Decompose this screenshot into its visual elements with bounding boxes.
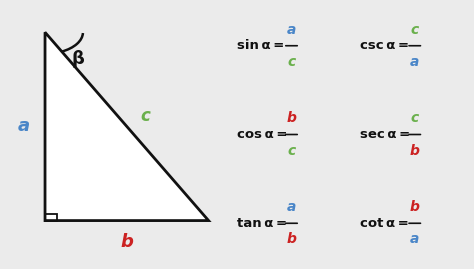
Text: a: a bbox=[18, 118, 30, 135]
Text: a: a bbox=[287, 200, 296, 214]
Text: α: α bbox=[167, 197, 179, 215]
Text: c: c bbox=[410, 111, 419, 125]
Text: csc α =: csc α = bbox=[360, 39, 409, 52]
Text: cot α =: cot α = bbox=[360, 217, 409, 230]
Text: c: c bbox=[287, 144, 296, 158]
Text: cos α =: cos α = bbox=[237, 128, 287, 141]
Text: a: a bbox=[410, 55, 419, 69]
Text: b: b bbox=[287, 232, 296, 246]
Text: b: b bbox=[410, 144, 419, 158]
Text: c: c bbox=[287, 55, 296, 69]
Text: tan α =: tan α = bbox=[237, 217, 287, 230]
Text: sin α =: sin α = bbox=[237, 39, 284, 52]
Text: b: b bbox=[120, 233, 133, 251]
Text: c: c bbox=[410, 23, 419, 37]
Text: sec α =: sec α = bbox=[360, 128, 410, 141]
Text: β: β bbox=[72, 50, 85, 68]
Text: a: a bbox=[410, 232, 419, 246]
Text: a: a bbox=[287, 23, 296, 37]
Text: b: b bbox=[287, 111, 296, 125]
Text: c: c bbox=[141, 107, 151, 125]
Wedge shape bbox=[175, 204, 209, 221]
Polygon shape bbox=[45, 32, 209, 221]
Text: b: b bbox=[410, 200, 419, 214]
